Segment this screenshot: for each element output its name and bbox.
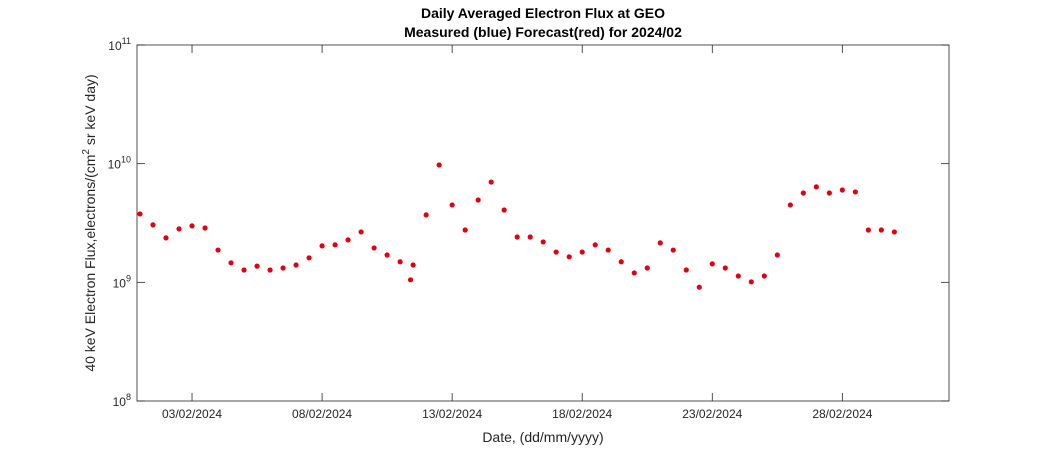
y-axis-label-rest: sr keV day) (82, 74, 98, 149)
x-tick-label: 23/02/2024 (682, 407, 742, 421)
data-point (891, 229, 897, 235)
data-point (579, 249, 585, 255)
data-point (241, 267, 247, 273)
x-tick-label: 18/02/2024 (552, 407, 612, 421)
data-point (397, 259, 403, 265)
data-point (748, 279, 754, 285)
data-point (306, 255, 312, 261)
x-axis-label: Date, (dd/mm/yyyy) (482, 429, 603, 445)
data-point (631, 270, 637, 276)
data-point (813, 184, 819, 190)
y-tick-label: 108 (113, 392, 131, 409)
data-point (462, 227, 468, 233)
chart-title: Daily Averaged Electron Flux at GEO (421, 5, 665, 21)
data-point (189, 223, 195, 229)
x-tick-label: 03/02/2024 (162, 407, 222, 421)
data-point (514, 234, 520, 240)
data-point (566, 254, 572, 260)
data-point (215, 247, 221, 253)
y-tick-label: 1010 (108, 155, 131, 172)
data-point (137, 211, 143, 217)
data-point (527, 234, 533, 240)
data-point (267, 267, 273, 273)
data-point (345, 237, 351, 243)
data-point (488, 179, 494, 185)
data-point (475, 197, 481, 203)
data-point (293, 262, 299, 268)
x-tick-label: 13/02/2024 (422, 407, 482, 421)
data-point (696, 284, 702, 290)
data-point (722, 265, 728, 271)
y-tick-label: 1011 (108, 36, 131, 53)
data-point (839, 187, 845, 193)
chart-subtitle: Measured (blue) Forecast(red) for 2024/0… (404, 24, 682, 40)
y-tick-exponent: 8 (126, 392, 131, 402)
data-point (410, 262, 416, 268)
data-point (423, 212, 429, 218)
data-point (150, 222, 156, 228)
data-point (280, 265, 286, 271)
data-point (735, 273, 741, 279)
plot-frame (136, 44, 950, 402)
data-point (787, 202, 793, 208)
data-point (605, 247, 611, 253)
y-tick-base: 10 (108, 158, 122, 172)
y-tick-exponent: 11 (122, 36, 131, 46)
y-tick-base: 10 (113, 276, 127, 290)
data-point (358, 229, 364, 235)
data-point (592, 242, 598, 248)
x-tick-label: 08/02/2024 (292, 407, 352, 421)
data-point (384, 252, 390, 258)
data-point (683, 267, 689, 273)
x-tick-label: 28/02/2024 (812, 407, 872, 421)
data-point (501, 207, 507, 213)
y-axis-label-text: 40 keV Electron Flux,electrons/(cm (82, 155, 98, 372)
data-point (878, 227, 884, 233)
data-point (761, 273, 767, 279)
data-point (436, 162, 442, 168)
data-point (774, 252, 780, 258)
data-point (709, 261, 715, 267)
data-point (852, 189, 858, 195)
data-point (371, 245, 377, 251)
data-point (176, 226, 182, 232)
data-point (449, 202, 455, 208)
data-point (644, 265, 650, 271)
data-point (407, 277, 414, 283)
data-point (826, 190, 832, 196)
y-axis-label-sup: 2 (81, 149, 92, 155)
data-point (163, 235, 169, 241)
y-tick-exponent: 10 (121, 155, 131, 165)
data-point (540, 239, 546, 245)
y-axis-label: 40 keV Electron Flux,electrons/(cm2 sr k… (81, 74, 98, 371)
data-point (553, 249, 559, 255)
data-point (670, 247, 676, 253)
data-point (254, 263, 260, 269)
data-point (332, 242, 338, 248)
data-point (800, 190, 806, 196)
data-point (865, 227, 871, 233)
data-point (657, 240, 663, 246)
y-tick-base: 10 (113, 395, 127, 409)
y-tick-exponent: 9 (126, 273, 131, 283)
data-point (228, 260, 234, 266)
y-tick-label: 109 (113, 273, 131, 290)
data-point (618, 259, 624, 265)
y-tick-base: 10 (108, 39, 122, 53)
data-point (202, 225, 208, 231)
data-point (319, 243, 325, 249)
